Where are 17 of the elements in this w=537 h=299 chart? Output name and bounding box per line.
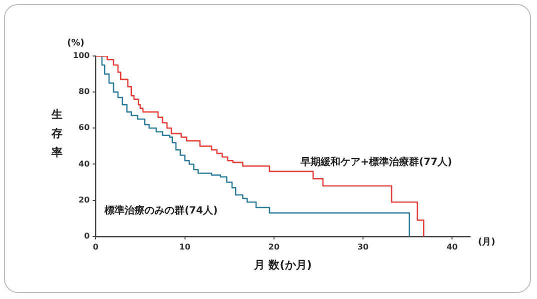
- x-tick-label: 20: [268, 242, 280, 252]
- x-tick-label: 40: [446, 242, 458, 252]
- series-label: 早期緩和ケア+標準治療群(77人): [300, 156, 452, 168]
- x-tick-label: 30: [357, 242, 370, 252]
- y-tick-label: 20: [78, 195, 90, 204]
- text: (月): [478, 236, 496, 248]
- text: (%): [67, 38, 84, 48]
- y-tick-label: 80: [78, 87, 90, 96]
- x-tick-label: 10: [179, 242, 191, 252]
- x-axis-title: 月 数(か月): [252, 258, 312, 272]
- y-tick-label: 100: [72, 51, 90, 60]
- y-tick-label: 40: [78, 159, 90, 168]
- y-tick-label: 60: [78, 123, 90, 132]
- y-tick-label: 0: [84, 231, 90, 240]
- x-tick-label: 0: [92, 242, 99, 252]
- text: 標準治療のみの群(74人): [104, 204, 218, 217]
- y-axis-title: 生存率: [50, 108, 62, 159]
